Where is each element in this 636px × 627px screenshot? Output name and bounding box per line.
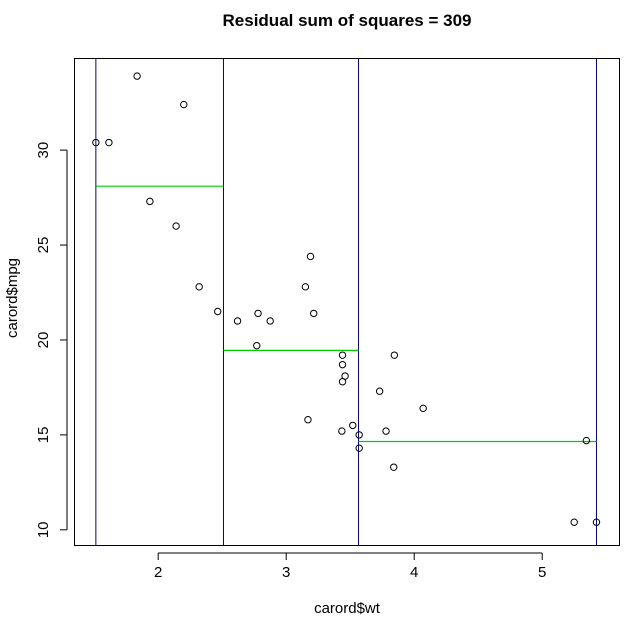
data-point-12: [301, 283, 310, 291]
y-tick-label-4: 30: [35, 142, 52, 159]
x-tick-label-3: 5: [538, 564, 546, 581]
plot-frame: [74, 58, 620, 546]
y-tick-label-2: 20: [35, 332, 52, 349]
y-tick-label-1: 15: [35, 427, 52, 444]
split-lines: [95, 59, 597, 545]
data-point-0: [92, 138, 100, 147]
data-point-17: [338, 360, 347, 369]
y-axis: 10 15 20 25 30: [35, 142, 68, 538]
data-point-9: [253, 341, 261, 350]
data-point-13: [304, 416, 312, 424]
data-point-18: [338, 351, 347, 359]
chart-title: Residual sum of squares = 309: [223, 11, 472, 30]
data-point-14: [306, 252, 315, 261]
data-point-10: [254, 309, 262, 318]
x-axis-label: carord$wt: [314, 600, 381, 617]
data-point-29: [570, 518, 578, 526]
data-point-21: [349, 421, 357, 430]
data-point-11: [266, 317, 274, 325]
x-tick-label-1: 3: [282, 564, 290, 581]
segment-means: [95, 185, 597, 443]
data-point-3: [146, 197, 154, 206]
data-point-28: [419, 404, 427, 413]
x-tick-label-0: 2: [154, 564, 162, 581]
data-point-26: [390, 463, 398, 471]
data-point-23: [355, 431, 363, 439]
y-axis-label: carord$mpg: [4, 258, 21, 338]
data-point-24: [375, 387, 384, 395]
data-point-5: [180, 100, 188, 109]
y-tick-label-0: 10: [35, 521, 52, 538]
data-point-31: [592, 518, 601, 526]
data-point-27: [390, 351, 399, 359]
data-point-6: [195, 283, 203, 291]
data-point-7: [214, 307, 222, 316]
data-point-25: [382, 427, 390, 435]
y-tick-label-3: 25: [35, 237, 52, 254]
data-point-2: [133, 72, 141, 80]
data-points: [92, 72, 601, 526]
data-point-22: [355, 444, 363, 452]
data-point-15: [310, 309, 318, 318]
x-tick-label-2: 4: [410, 564, 418, 581]
data-point-4: [172, 222, 180, 230]
data-point-16: [338, 427, 346, 435]
data-point-1: [105, 138, 113, 147]
data-point-20: [341, 372, 349, 380]
data-point-8: [233, 317, 242, 325]
x-axis: 2 3 4 5: [154, 552, 546, 581]
data-point-30: [582, 436, 591, 445]
